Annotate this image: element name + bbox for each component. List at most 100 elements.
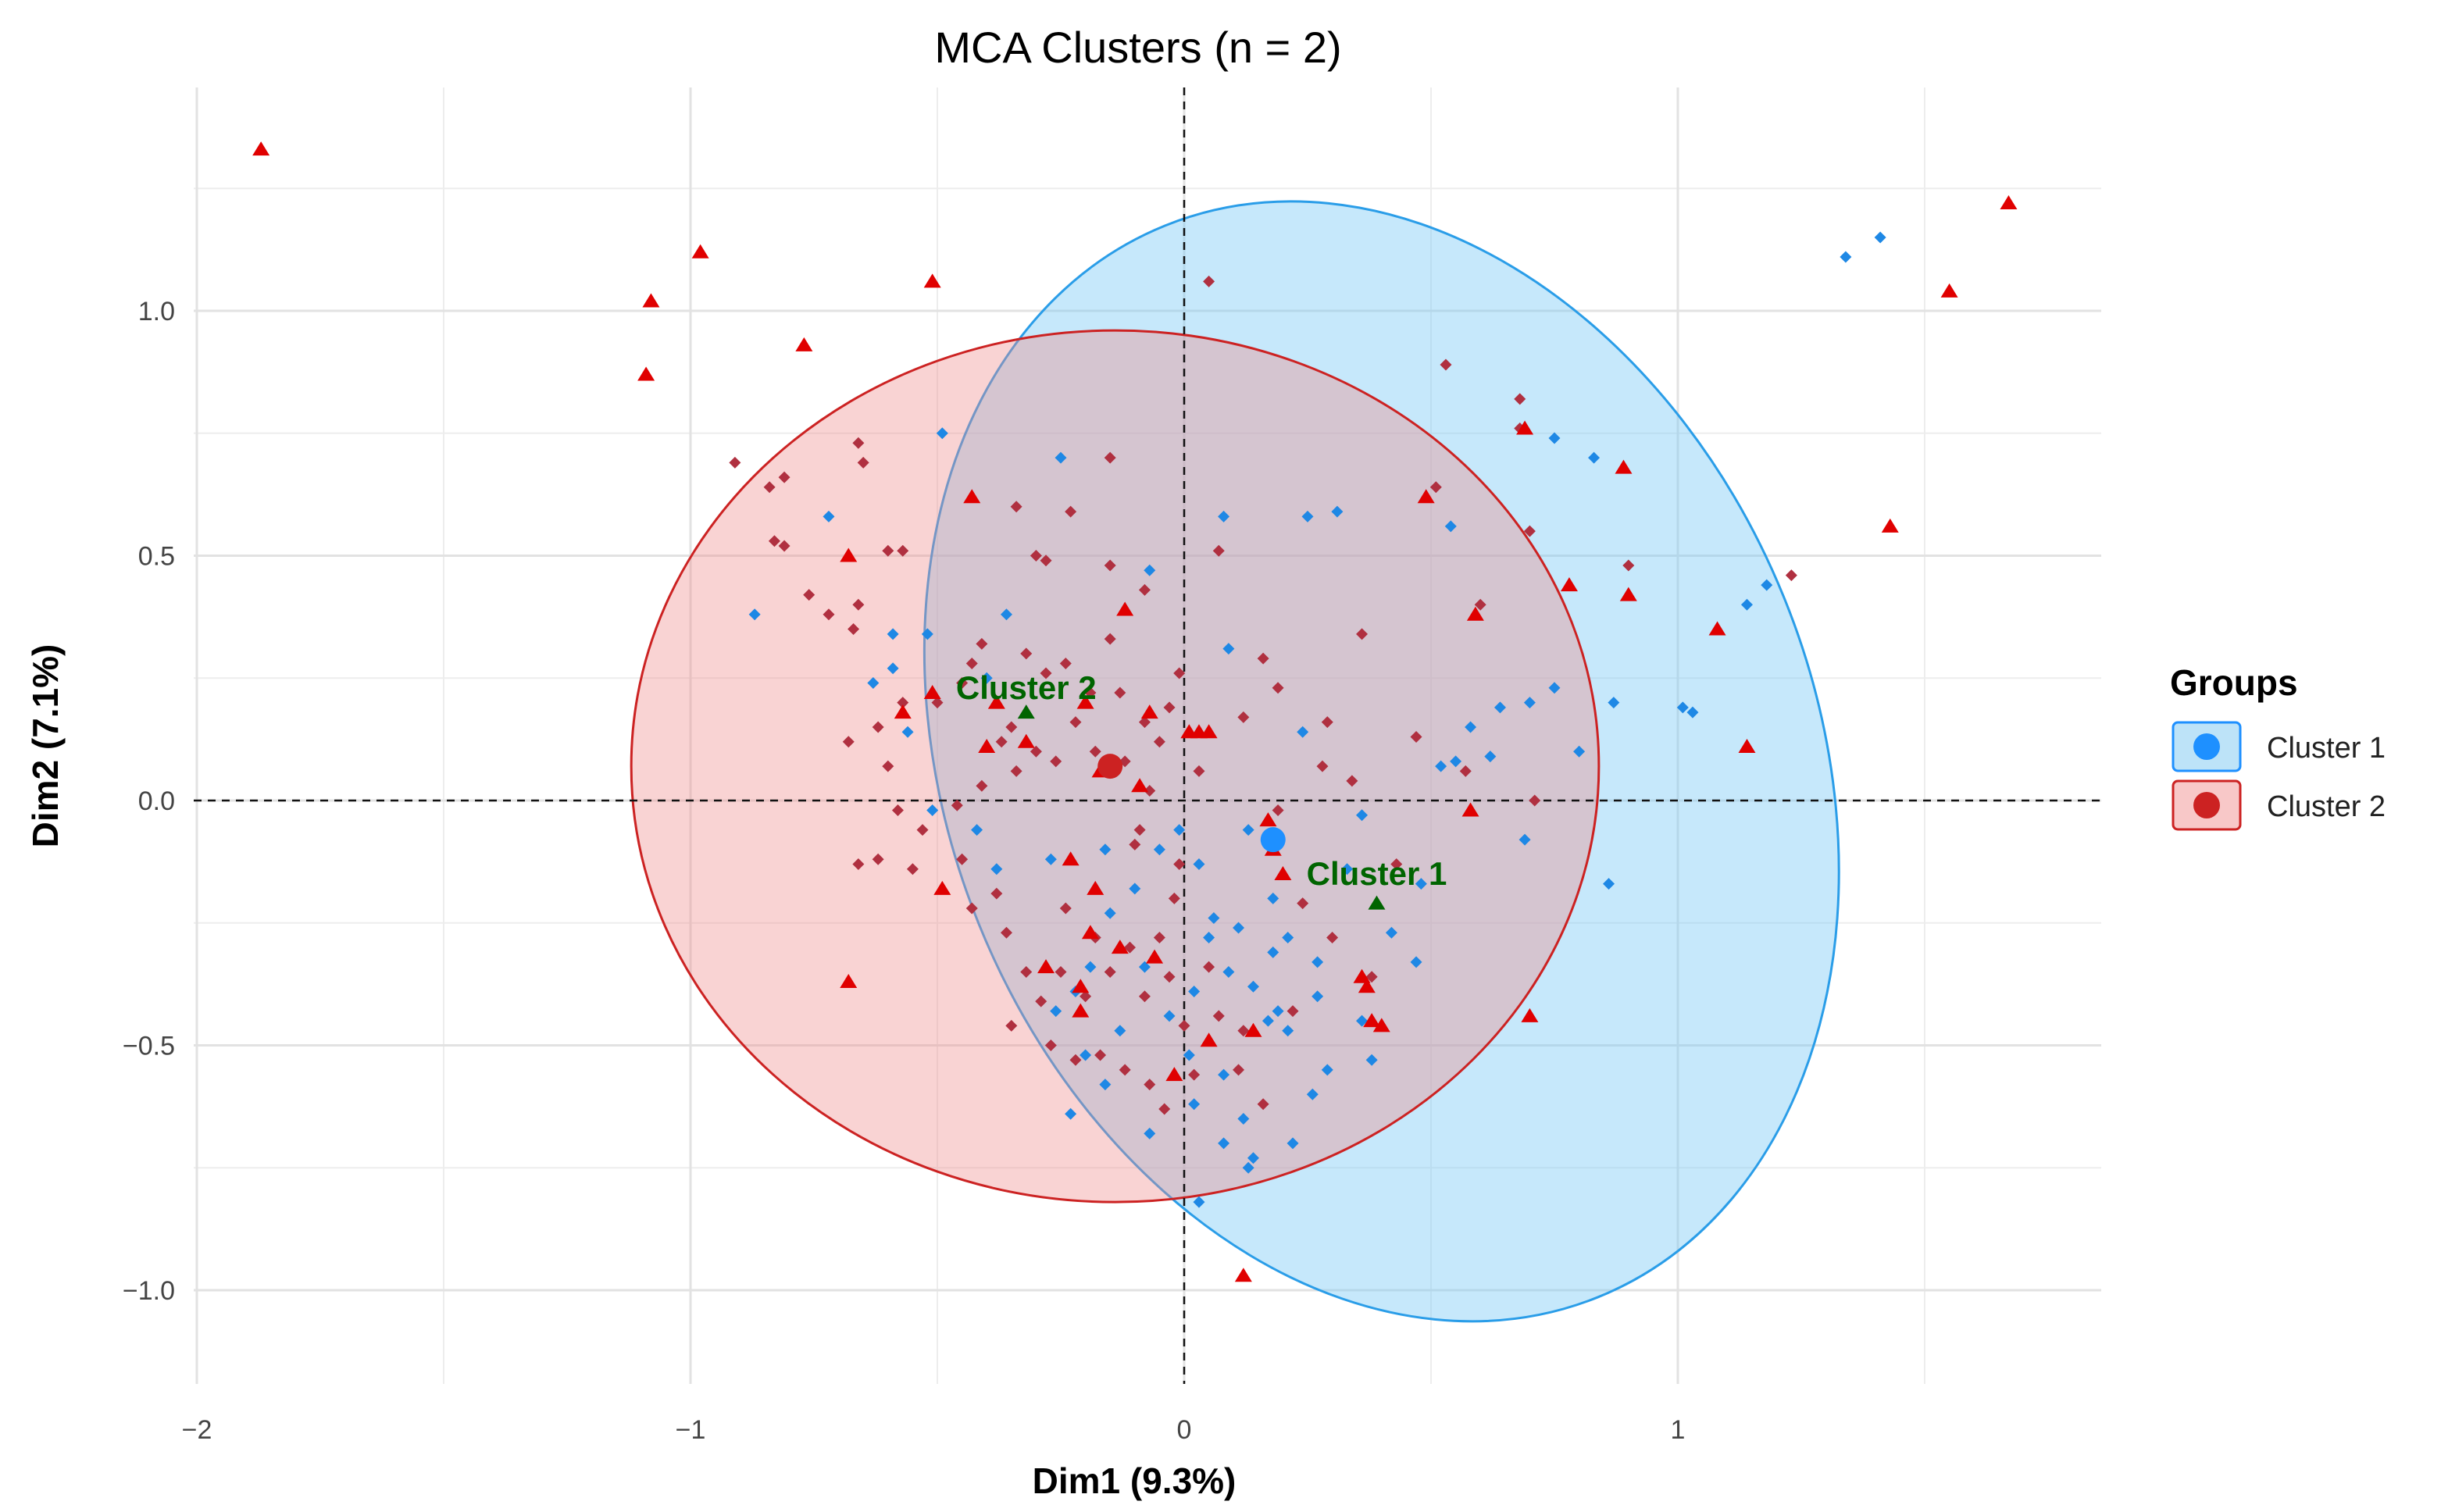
cluster-1-point <box>1242 1161 1254 1174</box>
cluster-2-point <box>852 437 865 449</box>
cluster-2-point <box>1069 716 1082 729</box>
cluster-2-point <box>1138 990 1151 1003</box>
triangle-point <box>923 273 941 288</box>
legend-label-cluster-1: Cluster 1 <box>2267 732 2386 765</box>
cluster-2-point <box>1297 897 1309 910</box>
cluster-1-point <box>1065 1107 1077 1120</box>
cluster-2-point <box>1044 1040 1057 1051</box>
cluster-1-centroid <box>1260 827 1286 853</box>
cluster-1-point <box>1385 926 1397 939</box>
cluster-1-point <box>1321 1064 1333 1076</box>
cluster-2-point <box>1144 784 1156 797</box>
cluster-1-point <box>1218 1137 1230 1150</box>
cluster-1-point <box>1222 965 1235 978</box>
cluster-2-point <box>823 608 835 621</box>
triangle-point <box>1062 851 1080 866</box>
cluster-2-point <box>1346 775 1358 787</box>
cluster-1-point <box>1247 980 1259 993</box>
legend: Groups Cluster 1 Cluster 2 <box>2170 662 2386 831</box>
cluster-1-point <box>1000 608 1012 621</box>
cluster-1-point <box>1188 986 1201 998</box>
cluster-2-point <box>872 853 884 865</box>
cluster-1-point <box>1099 1079 1112 1091</box>
cluster-1-point <box>1222 643 1235 655</box>
cluster-1-point <box>1282 1025 1294 1037</box>
cluster-2-point <box>916 824 929 836</box>
cluster-2-point <box>1272 804 1284 817</box>
y-tick-label: 0.0 <box>138 786 175 816</box>
cluster-1-point <box>1415 878 1427 890</box>
cluster-1-point <box>1272 1005 1284 1018</box>
cluster-2-point <box>1055 965 1067 978</box>
legend-title: Groups <box>2170 662 2298 703</box>
x-tick-label: 0 <box>1177 1415 1192 1445</box>
triangle-point <box>1116 601 1134 616</box>
cluster-2-point <box>1365 971 1378 983</box>
cluster-1-point <box>1233 922 1245 934</box>
cluster-2-point <box>1010 501 1022 513</box>
x-tick-label: −1 <box>676 1415 706 1445</box>
cluster-1-point <box>1356 809 1369 822</box>
cluster-2-point <box>897 697 909 709</box>
cluster-2-point <box>1233 1064 1245 1076</box>
cluster-2-point <box>1410 730 1422 743</box>
cluster-2-point <box>951 799 963 811</box>
triangle-point <box>1708 621 1726 636</box>
cluster-2-point <box>1203 961 1215 973</box>
cluster-2-point <box>1514 393 1526 405</box>
triangle-point <box>933 880 951 895</box>
cluster-1-point <box>1588 451 1601 464</box>
cluster-1-point <box>1297 726 1309 738</box>
triangle-point <box>1072 1003 1090 1018</box>
triangle-point <box>1619 587 1637 601</box>
triangle-point <box>1417 489 1435 504</box>
cluster-2-point <box>1622 559 1635 572</box>
cluster-1-ellipse <box>923 200 1840 1323</box>
cluster-2-point <box>768 535 780 547</box>
cluster-2-point <box>1020 965 1033 978</box>
cluster-1-point <box>1044 853 1057 865</box>
cluster-1-point <box>1573 745 1586 758</box>
cluster-1-point <box>823 510 835 522</box>
triangle-point <box>1140 704 1158 719</box>
cluster-2-point <box>1040 555 1052 567</box>
cluster-2-point <box>882 544 894 557</box>
cluster-1-point <box>1129 883 1141 895</box>
cluster-1-point <box>1050 1005 1062 1018</box>
cluster-1-point <box>1163 1010 1176 1022</box>
cluster-1-point <box>1356 1015 1369 1027</box>
cluster-2-point <box>1316 760 1329 772</box>
triangle-point <box>1259 812 1277 827</box>
cluster-2-point <box>1040 667 1052 679</box>
y-axis-title: Dim2 (7.1%) <box>25 644 66 848</box>
cluster-2-centroid <box>1097 754 1123 779</box>
triangle-point <box>1738 739 1756 754</box>
legend-item-cluster-1: Cluster 1 <box>2172 721 2386 772</box>
cluster-2-point <box>1104 633 1116 645</box>
cluster-1-point <box>1237 1113 1250 1125</box>
cluster-1-point <box>1740 598 1753 611</box>
cluster-2-point <box>852 598 865 611</box>
cluster-2-point <box>1272 682 1284 694</box>
x-tick-label: −2 <box>182 1415 212 1445</box>
cluster-1-point <box>1099 843 1112 856</box>
triangle-point <box>1111 940 1129 954</box>
cluster-2-point <box>1459 765 1472 777</box>
cluster-2-point <box>1188 1068 1201 1081</box>
cluster-2-point <box>1114 686 1126 699</box>
triangle-point <box>987 694 1005 709</box>
triangle-point <box>1363 1013 1381 1028</box>
major-gridlines <box>194 87 2101 1384</box>
cluster-2-point <box>763 481 776 494</box>
cluster-1-point <box>926 804 939 817</box>
cluster-1-point <box>1104 907 1116 919</box>
cluster-1-point <box>1306 1088 1319 1100</box>
cluster-2-point <box>965 902 978 915</box>
y-tick-label: −0.5 <box>123 1032 175 1061</box>
cluster-2-point <box>906 863 919 875</box>
cluster-1-point <box>1331 505 1344 518</box>
cluster-2-point <box>956 853 969 865</box>
cluster-2-point <box>1153 736 1165 748</box>
cluster-1-point <box>1193 1196 1205 1208</box>
cluster-2-point <box>1065 505 1077 518</box>
